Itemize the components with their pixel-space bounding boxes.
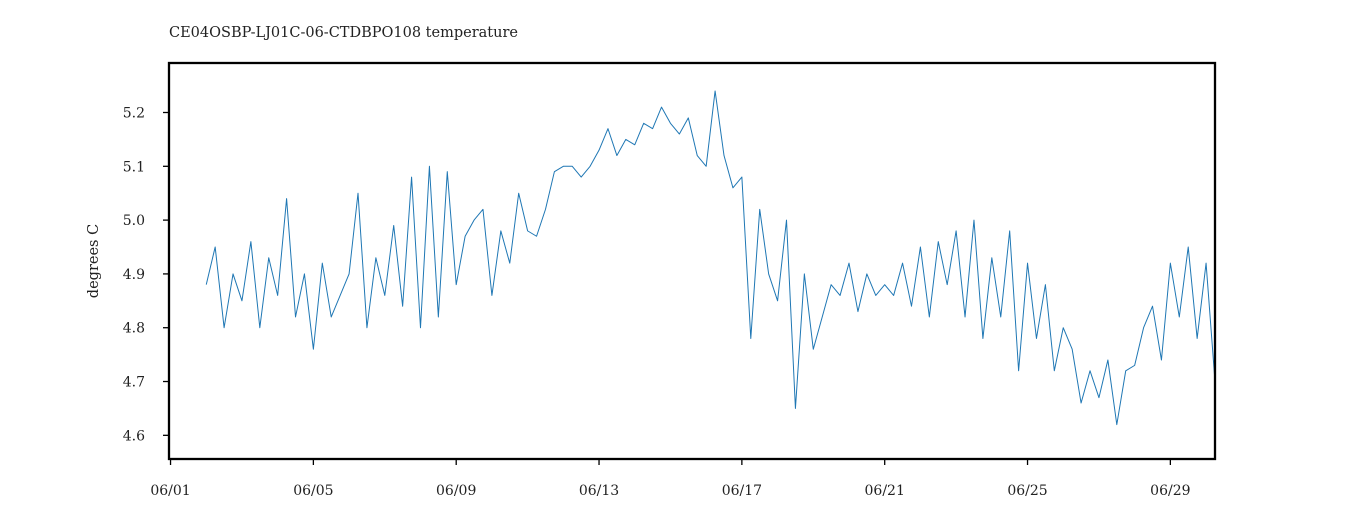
x-tick-label: 06/25 [1007,483,1047,499]
y-tick-label: 4.6 [123,428,145,444]
series-group [205,90,1216,426]
y-tick-label: 4.9 [123,267,145,283]
y-tick-label: 5.0 [123,213,145,229]
y-axis-ticks: 4.6 4.7 4.8 4.9 5.0 5.1 5.2 [123,106,169,444]
axes-frame [167,61,1217,461]
x-axis-ticks: 06/01 06/05 06/09 06/13 06/17 06/21 06/25 06/29 [150,459,1191,499]
chart-title: CE04OSBP-LJ01C-06-CTDBPO108 temperature [169,25,518,41]
x-tick-label: 06/01 [150,483,190,499]
y-tick-label: 5.2 [123,106,145,122]
y-tick-label: 4.7 [123,375,145,391]
x-tick-label: 06/29 [1150,483,1190,499]
y-tick-label: 4.8 [123,321,145,337]
series-line-0 [205,90,1216,426]
x-tick-label: 06/09 [436,483,476,499]
x-tick-label: 06/17 [722,483,762,499]
y-axis-label: degrees C [86,224,102,298]
x-tick-label: 06/21 [865,483,905,499]
y-tick-label: 5.1 [123,159,145,175]
x-tick-label: 06/05 [293,483,333,499]
x-tick-label: 06/13 [579,483,619,499]
plot-area: 06/01 06/05 06/09 06/13 06/17 06/21 06/25 06/29… [123,61,1217,499]
